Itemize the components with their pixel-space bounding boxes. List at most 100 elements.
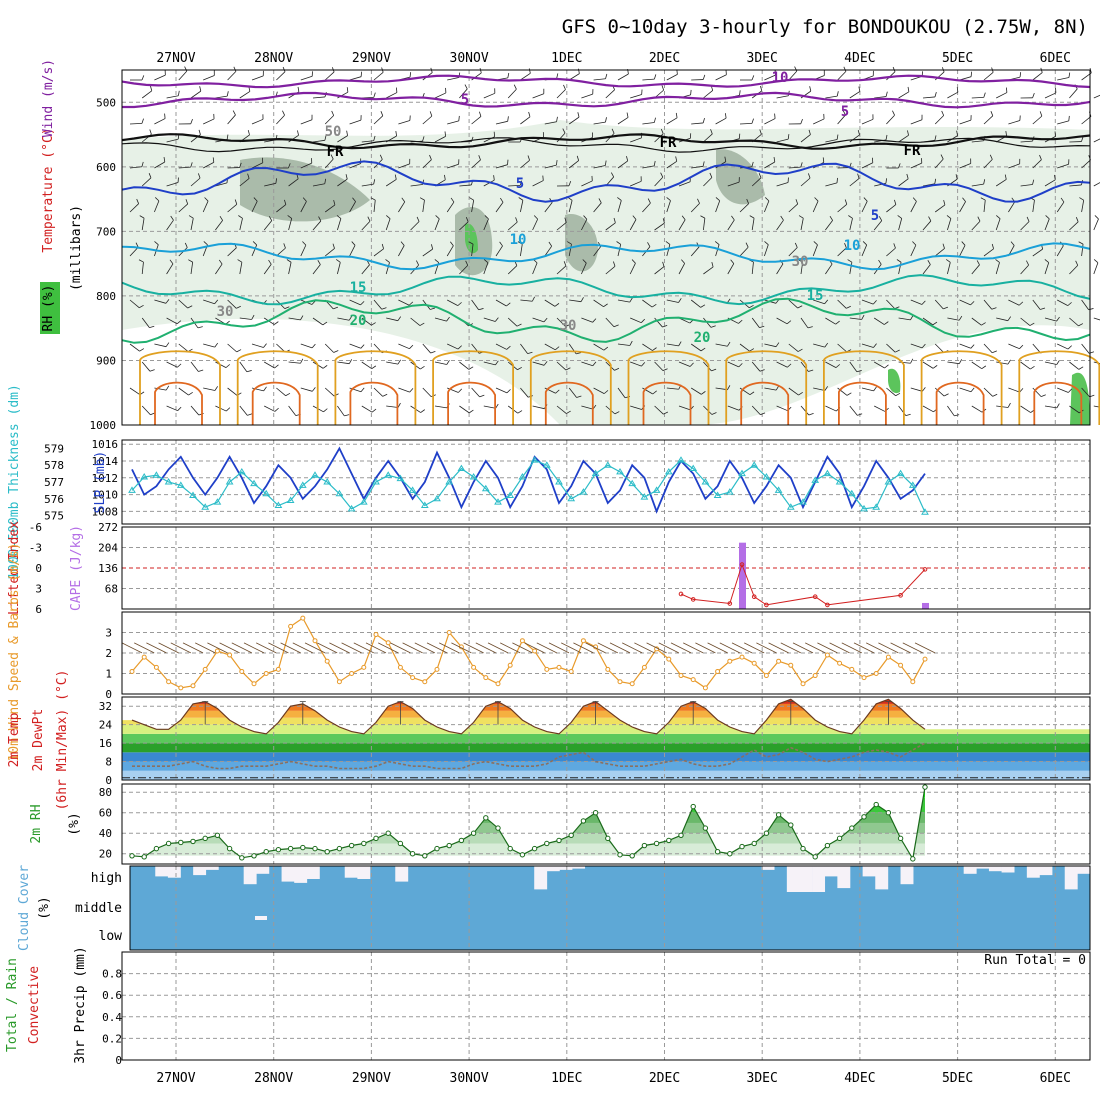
wind-barb-flag <box>478 155 481 161</box>
wind-barb-flag <box>697 198 700 204</box>
wind-barb-flag <box>714 241 720 245</box>
wind-barb <box>373 248 384 257</box>
wind-barb <box>1081 387 1090 398</box>
wind-barb-flag <box>958 315 963 321</box>
wind-barb-flag <box>367 216 371 222</box>
wind-barb <box>581 317 593 323</box>
wind-barb <box>898 218 903 231</box>
wind-barb <box>861 343 874 348</box>
wind-barb <box>1032 72 1043 81</box>
wind-barb-flag <box>1078 241 1084 245</box>
wind-barb-flag <box>764 241 769 245</box>
wind-barb <box>337 91 349 99</box>
thickness-marker <box>518 472 527 480</box>
wind-barb-flag <box>614 367 620 371</box>
wind-barb-flag <box>188 392 193 396</box>
cloud-high-gap <box>534 866 548 890</box>
wind-barb <box>1008 120 1020 125</box>
rh-point <box>226 845 233 852</box>
wind-speed-point <box>471 664 477 670</box>
wind-barb <box>678 219 686 231</box>
wind-speed-point <box>922 656 928 662</box>
wind-barb <box>349 245 356 257</box>
wind-barb <box>410 221 420 231</box>
wind-barb <box>617 117 629 125</box>
surface-wind-barb <box>487 642 509 654</box>
rh-point <box>263 848 269 855</box>
wind-barb <box>203 118 215 125</box>
wind-barb-flag <box>1056 403 1060 409</box>
wind-barb-flag <box>154 241 159 245</box>
wind-barb <box>422 343 431 354</box>
wind-barb-flag <box>956 87 959 93</box>
wind-barb-flag <box>1029 322 1035 326</box>
wind-barb-flag <box>542 175 544 181</box>
wind-barb-flag <box>992 393 998 397</box>
wind-barb-flag <box>493 175 495 181</box>
wind-barb-flag <box>333 306 339 310</box>
wind-barb-flag <box>1075 260 1079 266</box>
wind-speed-point <box>422 679 428 685</box>
wind-barb-flag <box>873 386 877 392</box>
wind-barb <box>630 94 642 99</box>
rh-point <box>275 846 282 853</box>
wind-barb-flag <box>500 197 504 203</box>
wind-barb-flag <box>533 215 538 220</box>
wind-barb <box>666 74 678 81</box>
wind-barb-flag <box>800 162 803 168</box>
wind-barb-flag <box>927 260 931 265</box>
wind-barb <box>861 162 873 169</box>
thickness-marker <box>689 464 698 472</box>
cloud-high-gap <box>1026 866 1040 878</box>
wind-speed-point <box>373 632 379 638</box>
wind-barb <box>825 361 837 368</box>
wind-barb <box>1093 218 1099 231</box>
wind-speed-point <box>849 666 855 672</box>
wind-barb-flag <box>139 348 145 352</box>
surface-wind-barb <box>670 642 692 654</box>
wind-barb-flag <box>970 301 975 306</box>
thickness-marker <box>384 471 393 478</box>
wind-barb-flag <box>333 200 336 206</box>
temperature-band <box>122 733 1090 744</box>
wind-barb <box>825 263 833 275</box>
wind-barb-flag <box>835 320 840 325</box>
wind-barb-flag <box>322 321 328 326</box>
wind-barb-flag <box>884 321 889 325</box>
lifted-index-point <box>739 562 745 567</box>
wind-barb-flag <box>416 260 419 266</box>
wind-barb <box>983 71 994 81</box>
surface-wind-barb <box>475 642 496 654</box>
wind-barb-flag <box>247 130 250 136</box>
boundary-temperature-contour <box>642 381 692 425</box>
wind-barb-flag <box>1010 241 1015 246</box>
wind-barb-flag <box>941 110 945 116</box>
wind-barb <box>605 265 616 275</box>
wind-barb <box>922 361 934 369</box>
wind-barb <box>1008 163 1020 169</box>
rh-point <box>300 844 306 851</box>
wind-barb-flag <box>760 412 766 416</box>
wind-barb-flag <box>846 392 852 396</box>
wind-barb-flag <box>989 154 993 160</box>
thickness-marker <box>323 478 332 485</box>
wind-barb <box>166 317 178 325</box>
wind-barb <box>910 343 923 349</box>
wind-barb <box>1069 405 1080 414</box>
wind-barb <box>825 139 838 143</box>
wind-barb-flag <box>555 346 560 351</box>
wind-barb <box>312 183 325 187</box>
wind-barb-flag <box>479 111 482 117</box>
wind-speed-point <box>678 673 684 679</box>
surface-wind-barb <box>609 642 631 654</box>
date-label-bottom: 1DEC <box>551 1071 582 1086</box>
wind-barb <box>849 218 853 231</box>
wind-barb <box>300 244 307 257</box>
wind-barb <box>471 200 475 213</box>
wind-barb-flag <box>212 157 215 163</box>
wind-barb-flag <box>401 197 406 203</box>
wind-barb <box>1044 92 1057 99</box>
rh-point <box>678 832 684 838</box>
wind-barb <box>1020 317 1031 326</box>
contour-label: 30 <box>217 304 234 320</box>
